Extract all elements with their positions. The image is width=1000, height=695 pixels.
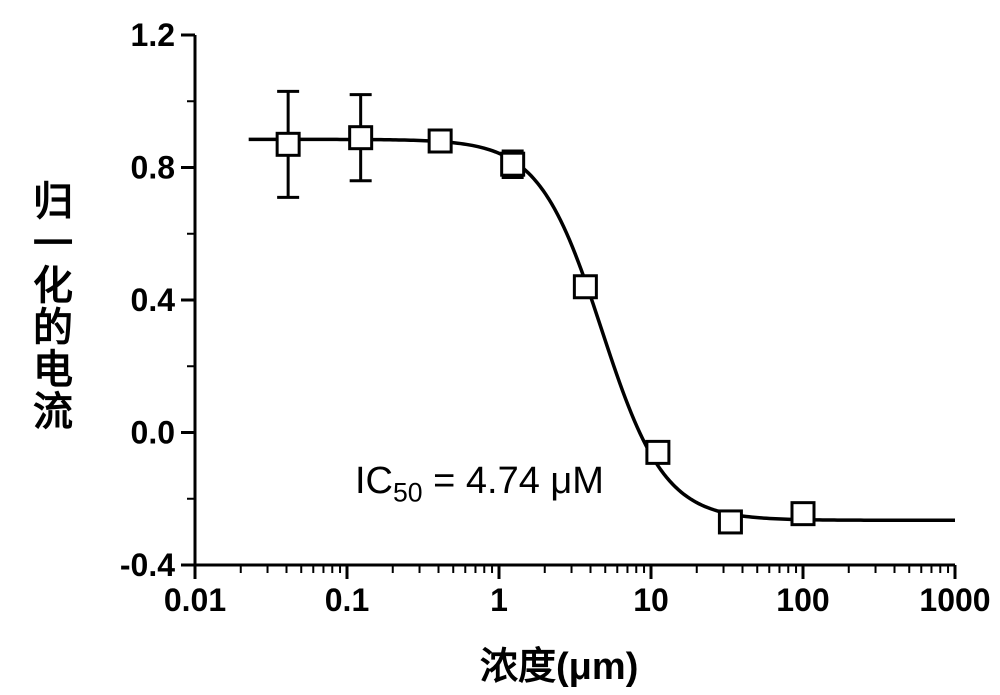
x-tick-label: 10 <box>633 582 669 618</box>
x-tick-label: 0.01 <box>164 582 226 618</box>
x-tick-label: 0.1 <box>325 582 369 618</box>
ic50-prefix: IC <box>355 460 393 502</box>
x-axis-label: 浓度(μm) <box>480 635 638 690</box>
data-marker <box>792 503 814 525</box>
y-tick-label: -0.4 <box>120 547 175 583</box>
y-tick-label: 1.2 <box>131 17 175 53</box>
ic50-subscript: 50 <box>393 478 423 508</box>
ic50-annotation: IC50 = 4.74 μM <box>355 460 604 509</box>
data-marker <box>277 133 299 155</box>
x-tick-label: 1000 <box>919 582 990 618</box>
data-marker <box>502 153 524 175</box>
y-tick-label: 0.4 <box>131 282 176 318</box>
data-marker <box>574 276 596 298</box>
data-marker <box>647 441 669 463</box>
x-tick-label: 100 <box>776 582 829 618</box>
x-tick-label: 1 <box>490 582 508 618</box>
data-marker <box>350 127 372 149</box>
ic50-value: = 4.74 μM <box>423 460 604 502</box>
y-tick-label: 0.0 <box>131 415 175 451</box>
data-marker <box>719 511 741 533</box>
data-marker <box>429 130 451 152</box>
y-axis-label: 归一化的电流 <box>20 180 78 432</box>
y-tick-label: 0.8 <box>131 150 175 186</box>
